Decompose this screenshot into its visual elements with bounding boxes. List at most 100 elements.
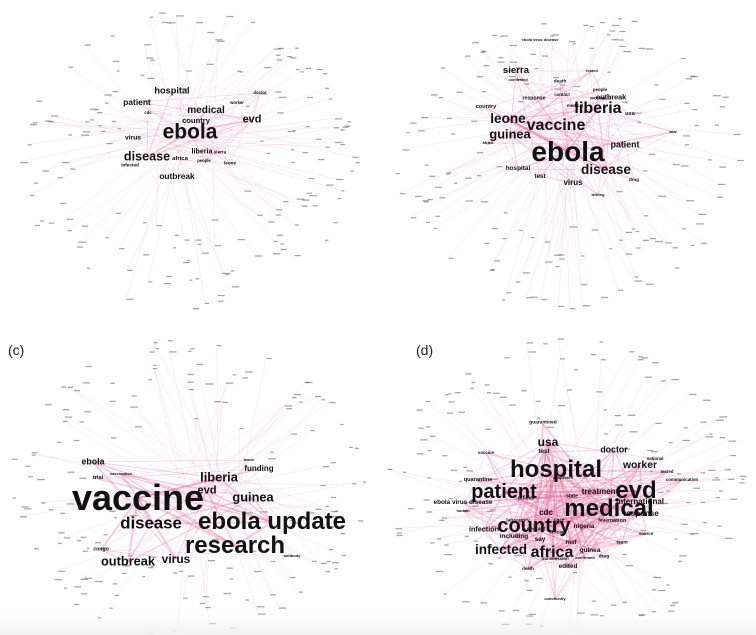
network-edge: [500, 529, 537, 551]
network-edge: [222, 506, 259, 614]
network-edge: [177, 485, 191, 635]
network-edge: [197, 490, 260, 512]
network-edge: [533, 451, 545, 527]
minor-node: [340, 533, 346, 535]
network-edge: [517, 521, 558, 535]
network-edge: [558, 477, 564, 522]
minor-node: [117, 128, 122, 130]
minor-node: [320, 484, 326, 487]
node-label: death: [553, 79, 567, 85]
network-edge: [507, 118, 626, 146]
network-edge: [206, 490, 273, 523]
network-edge: [513, 508, 610, 538]
network-edge: [487, 89, 601, 144]
node-label: contact: [554, 91, 570, 97]
node-label: drug: [629, 176, 639, 182]
network-edge: [548, 490, 720, 494]
network-edge: [129, 92, 261, 167]
node-label: outbreak: [595, 92, 627, 102]
minor-node: [619, 30, 626, 33]
network-edge: [118, 143, 177, 249]
minor-node: [307, 96, 313, 99]
minor-node: [709, 433, 713, 435]
node-label: leone: [490, 111, 526, 127]
node-label: vaccine: [71, 477, 205, 518]
network-edge: [533, 496, 573, 527]
network-edge: [205, 472, 215, 608]
minor-node: [328, 526, 334, 528]
minor-node: [622, 101, 628, 103]
network-edge: [232, 505, 326, 510]
minor-node: [184, 239, 190, 241]
minor-node: [568, 41, 576, 43]
network-edge: [525, 498, 537, 531]
minor-node: [325, 146, 330, 148]
network-edge: [567, 57, 682, 129]
minor-node: [444, 544, 449, 546]
minor-node: [445, 394, 449, 396]
network-edge: [539, 491, 658, 525]
node-label: africa: [482, 140, 494, 145]
network-edge: [621, 479, 683, 545]
minor-node: [681, 57, 686, 60]
network-edge: [146, 90, 173, 158]
minor-node: [737, 159, 744, 162]
network-edge: [571, 124, 644, 240]
network-edge: [137, 497, 177, 560]
node-label: community: [544, 596, 566, 601]
network-edge: [527, 469, 557, 570]
network-edge: [179, 150, 206, 303]
network-edge: [517, 79, 599, 101]
network-edge: [447, 114, 562, 173]
network-edge: [171, 90, 205, 162]
network-edge: [498, 515, 592, 558]
network-edge: [450, 469, 587, 516]
network-edge: [92, 461, 220, 479]
network-edge: [568, 497, 653, 612]
minor-node: [471, 120, 478, 122]
network-edge: [535, 529, 605, 559]
network-edge: [556, 533, 569, 568]
minor-node: [661, 380, 666, 382]
network-edge: [517, 465, 641, 523]
network-edge: [567, 533, 647, 568]
network-edge: [462, 502, 556, 560]
network-edge: [547, 441, 572, 544]
network-edge: [462, 479, 683, 504]
minor-node: [51, 115, 59, 117]
minor-node: [434, 186, 442, 188]
minor-node: [293, 394, 302, 396]
node-label: test: [534, 172, 546, 180]
network-edge: [92, 461, 152, 525]
network-edge: [499, 396, 565, 520]
minor-node: [663, 502, 669, 504]
minor-node: [85, 121, 90, 123]
network-edge: [567, 131, 674, 153]
minor-node: [418, 130, 425, 132]
network-edge: [584, 131, 699, 215]
network-edge: [539, 39, 561, 84]
network-edge: [583, 491, 601, 528]
minor-node: [506, 292, 512, 294]
minor-node: [515, 67, 523, 69]
network-edge: [566, 115, 626, 254]
minor-node: [237, 70, 241, 72]
minor-node: [77, 540, 82, 542]
minor-node: [443, 593, 447, 595]
minor-node: [42, 170, 49, 172]
minor-node: [245, 599, 249, 601]
network-edge: [64, 416, 213, 502]
minor-node: [82, 382, 90, 384]
network-edge: [517, 151, 569, 170]
network-edge: [121, 478, 224, 573]
minor-node: [179, 570, 184, 572]
network-edge: [462, 496, 573, 504]
network-edge: [477, 480, 623, 545]
network-edge: [535, 400, 575, 524]
network-edge: [183, 495, 336, 528]
panel-b-edges: [395, 18, 744, 310]
network-edge: [553, 122, 584, 255]
minor-node: [396, 532, 402, 534]
network-edge: [597, 108, 674, 133]
network-edge: [168, 351, 204, 507]
